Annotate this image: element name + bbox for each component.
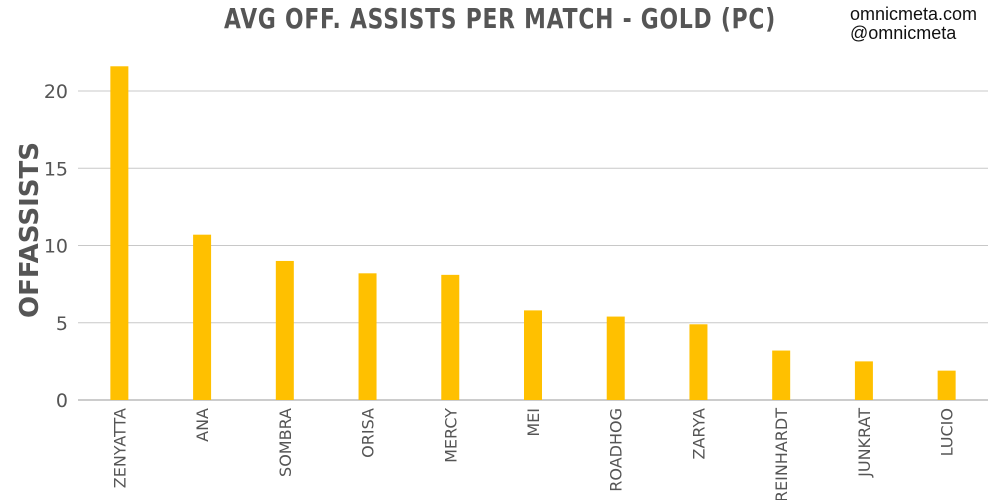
x-category-label: ORISA (359, 408, 378, 458)
credit-site: omnicmeta.com (850, 4, 978, 24)
bar (524, 310, 542, 400)
bar (854, 361, 873, 400)
bar (275, 260, 294, 400)
y-tick-label: 15 (44, 158, 68, 180)
y-tick-label: 0 (56, 390, 68, 412)
y-tick-label: 5 (56, 313, 68, 335)
bar (772, 350, 791, 400)
x-category-label: LUCIO (938, 408, 957, 456)
y-tick-label: 10 (44, 236, 68, 258)
x-category-label: MERCY (441, 408, 460, 463)
x-category-label: ZARYA (689, 408, 708, 460)
x-category-label: SOMBRA (276, 408, 295, 477)
bar (193, 234, 212, 400)
x-category-label: ROADHOG (607, 408, 626, 492)
bar (937, 370, 956, 400)
bar (606, 316, 625, 400)
y-axis-label: OFFASSISTS (15, 142, 45, 318)
bar (110, 66, 129, 400)
bar (441, 274, 460, 400)
bar (358, 273, 377, 400)
x-category-label: ANA (193, 408, 212, 442)
x-category-label: JUNKRAT (855, 408, 874, 478)
x-category-label: MEI (524, 408, 543, 437)
x-category-label: REINHARDT (772, 408, 791, 500)
y-tick-label: 20 (44, 81, 68, 103)
bar (689, 324, 708, 400)
chart-title: AVG OFF. ASSISTS PER MATCH - GOLD (PC) (224, 2, 776, 35)
x-category-label: ZENYATTA (110, 408, 129, 488)
credit-handle: @omnicmeta (850, 23, 957, 43)
